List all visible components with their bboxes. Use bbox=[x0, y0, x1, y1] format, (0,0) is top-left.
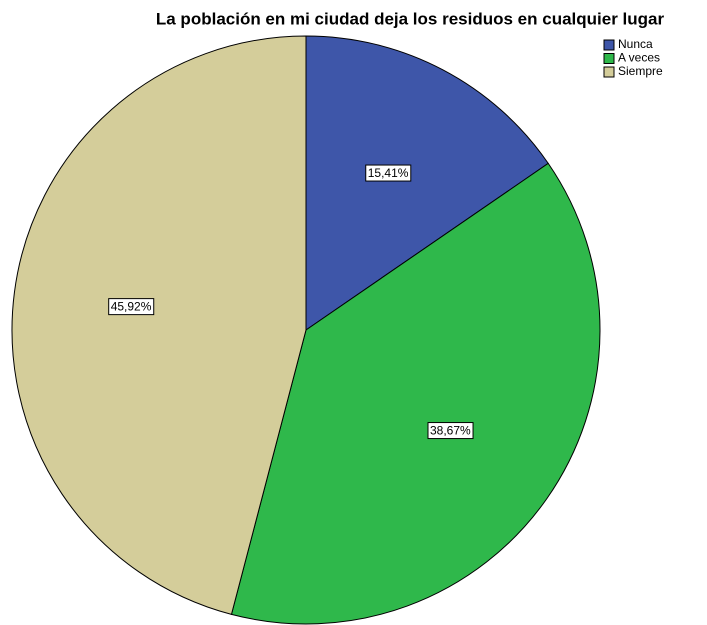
legend-swatch bbox=[603, 39, 615, 51]
legend-label: A veces bbox=[618, 51, 660, 65]
value-label-box bbox=[365, 164, 412, 182]
value-label: 38,67% bbox=[430, 424, 471, 438]
pie-slice bbox=[305, 35, 549, 331]
legend-swatch bbox=[603, 66, 615, 78]
value-label-box bbox=[427, 422, 474, 440]
value-label: 15,41% bbox=[368, 166, 409, 180]
pie-slice bbox=[230, 162, 601, 625]
legend-swatch bbox=[603, 53, 615, 64]
value-label: 45,92% bbox=[111, 300, 152, 314]
chart-title: La población en mi ciudad deja los resid… bbox=[156, 9, 665, 28]
value-label-box bbox=[108, 298, 155, 316]
legend-label: Siempre bbox=[618, 64, 663, 78]
pie-slice bbox=[11, 35, 307, 616]
legend-label: Nunca bbox=[618, 37, 653, 51]
